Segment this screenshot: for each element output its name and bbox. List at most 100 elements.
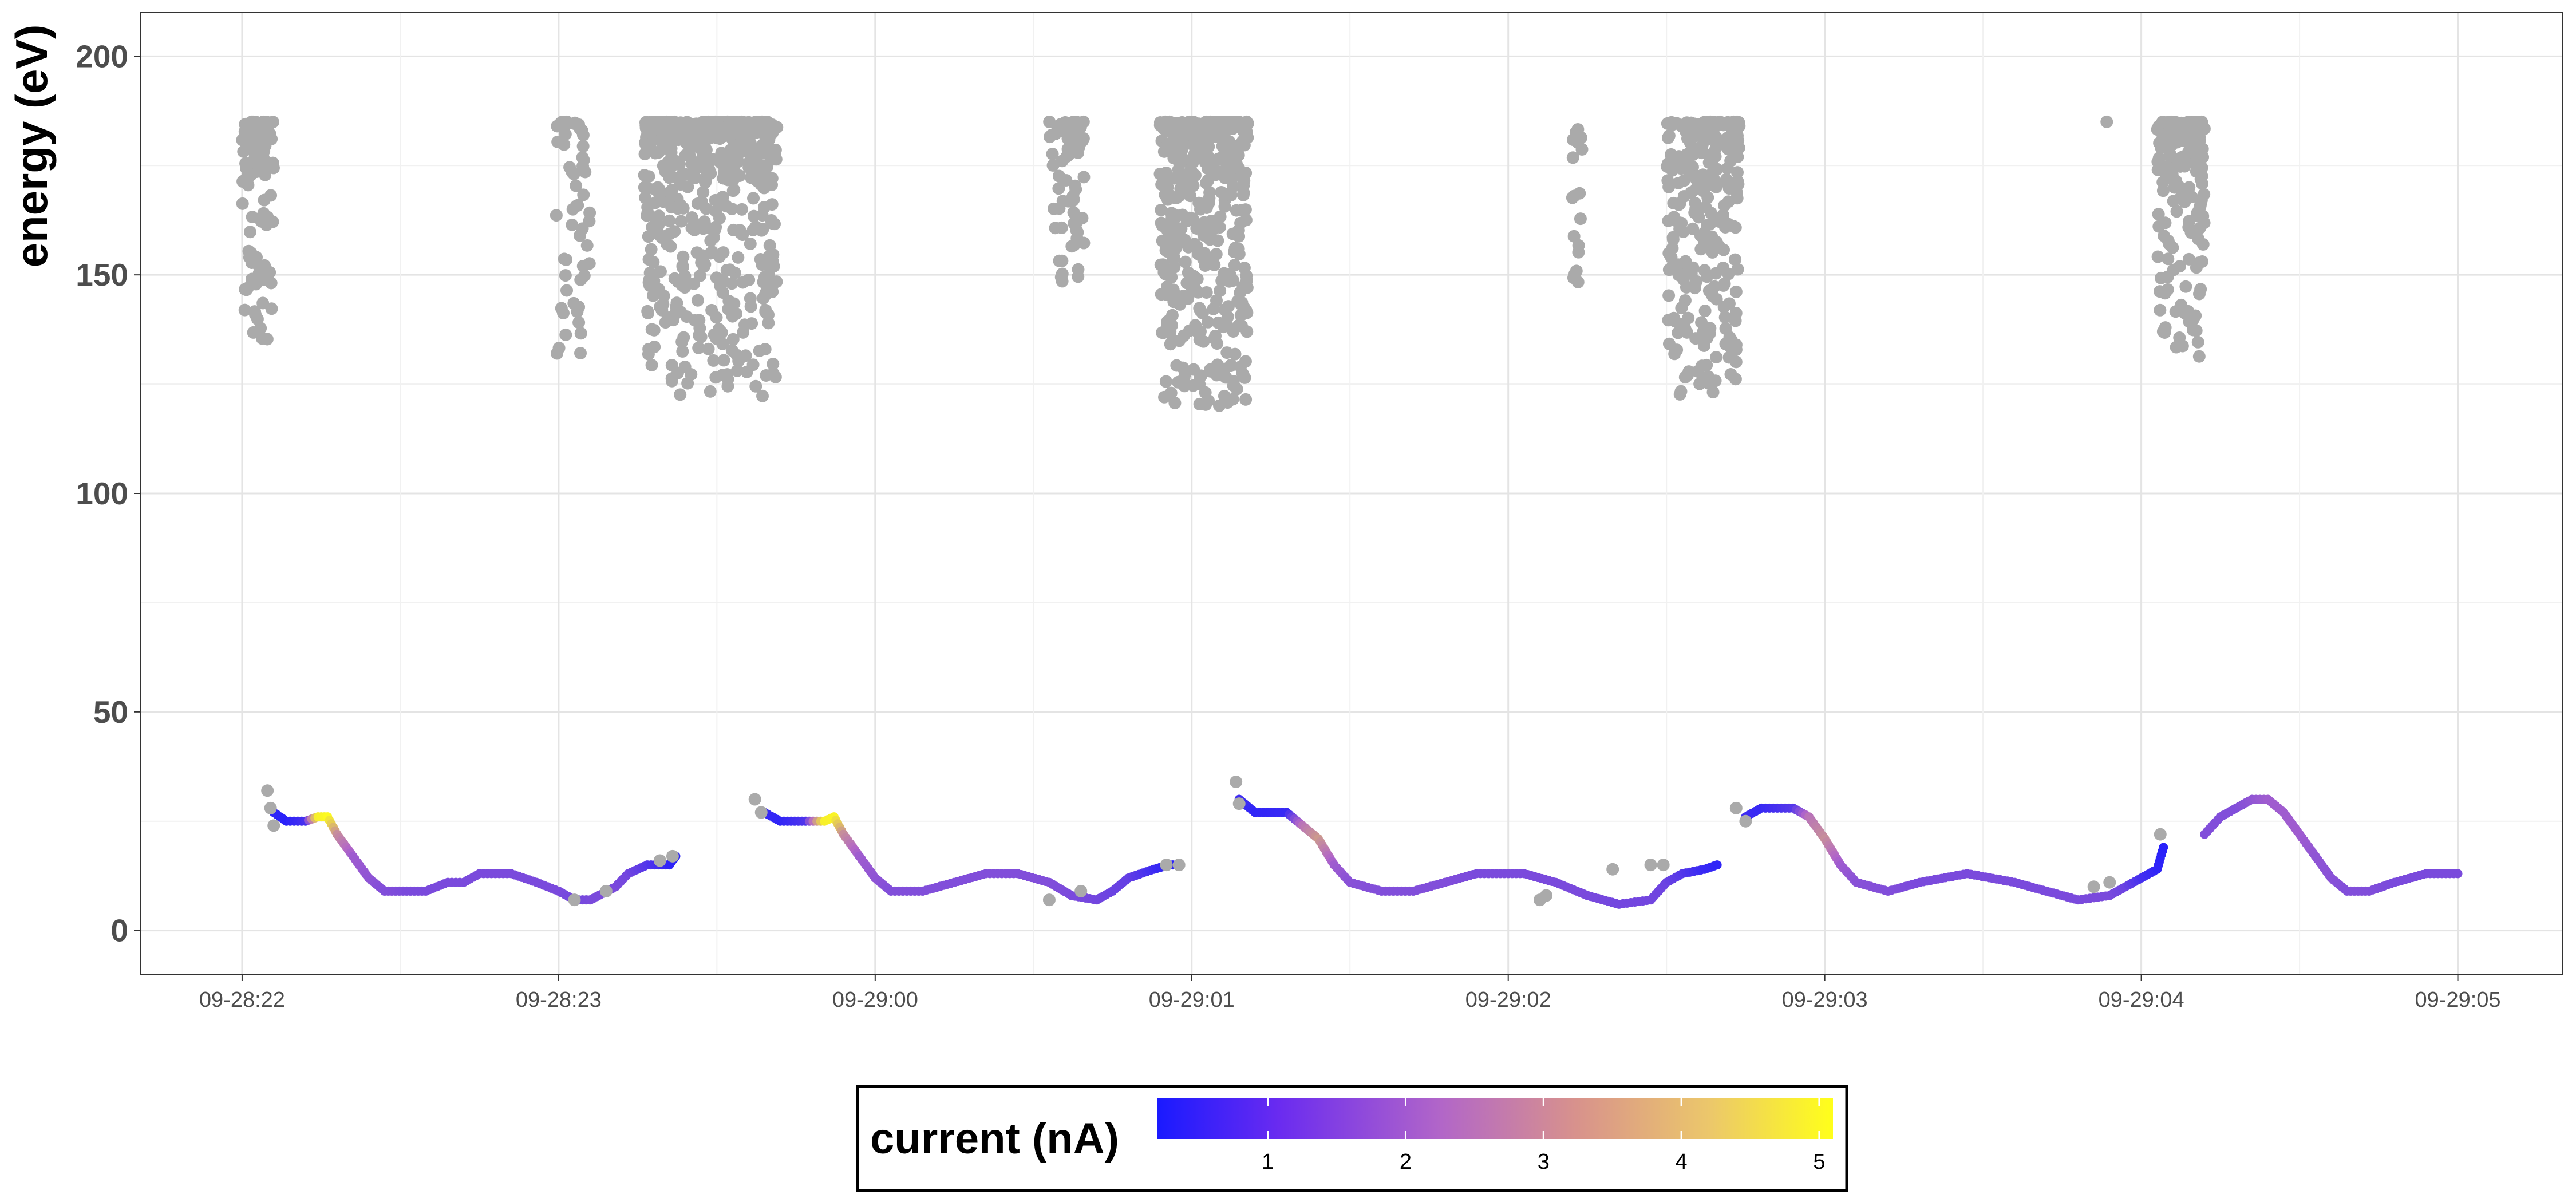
energy-point [1682,122,1695,135]
legend: current (nA) 1 2 3 4 5 [856,1085,1848,1192]
energy-point [267,161,280,175]
energy-point [574,347,587,360]
energy-point [767,358,780,371]
energy-point [583,257,596,270]
energy-point [747,116,760,129]
energy-point [1567,133,1580,147]
energy-point [1566,191,1579,204]
energy-point [1689,196,1702,209]
energy-point [716,273,729,286]
energy-point [1718,311,1732,324]
energy-point [1680,280,1693,294]
low-energy-gray-point [748,793,761,806]
energy-point [765,198,779,211]
energy-point [572,316,586,329]
energy-point [1067,206,1080,219]
energy-point [2173,180,2186,193]
energy-point [720,263,733,276]
energy-point [1239,167,1253,180]
energy-point [704,167,717,180]
y-tick-label: 100 [76,476,128,511]
energy-point [1212,153,1226,166]
energy-point [574,327,587,340]
energy-point [1724,367,1737,381]
energy-point [552,341,566,354]
energy-point [1214,210,1227,223]
energy-point [1571,123,1585,136]
energy-point [744,237,757,250]
low-energy-gray-point [754,806,768,819]
energy-point [259,168,272,181]
energy-point [769,143,782,156]
energy-point [1187,379,1200,392]
x-tick-label: 09-28:23 [516,988,602,1012]
energy-point [2198,216,2211,230]
energy-point [753,344,766,357]
energy-point [2179,307,2192,320]
low-energy-gray-point [1657,859,1670,872]
low-energy-gray-point [2087,880,2100,893]
energy-point [748,159,761,172]
energy-point [1702,156,1716,169]
energy-point [760,286,773,299]
energy-point [1218,389,1231,402]
energy-point [1056,195,1069,208]
energy-point [645,243,658,256]
energy-point [676,259,689,272]
energy-point [642,306,655,319]
energy-point [641,209,654,222]
energy-point [240,161,253,175]
energy-point [244,118,257,131]
energy-point [677,201,690,215]
low-energy-gray-point [1074,884,1088,897]
energy-point [1065,140,1078,153]
energy-point [1213,221,1226,234]
energy-point [2159,321,2172,334]
energy-point [1230,382,1243,396]
energy-point [727,128,740,141]
energy-point [1199,398,1212,411]
high-energy-points [236,115,2211,412]
energy-point [757,181,771,195]
energy-point [1046,159,1060,172]
colorbar-tick-label: 3 [1538,1150,1550,1174]
energy-point [559,128,572,141]
energy-point [1686,148,1700,161]
energy-point [1179,255,1192,268]
energy-point [550,209,563,222]
energy-point [728,183,741,196]
energy-point [1722,267,1735,280]
energy-point [744,137,757,151]
energy-point [1668,347,1681,361]
energy-point [643,266,657,279]
energy-point [1175,144,1188,157]
energy-point [2182,252,2195,266]
energy-point [1202,140,1215,153]
energy-point [1216,140,1229,153]
energy-point [576,140,590,153]
energy-point [691,294,704,307]
energy-point [716,155,729,168]
energy-point [2164,115,2178,128]
energy-point [1179,234,1192,247]
energy-point [1703,115,1716,128]
energy-point [2154,303,2167,317]
energy-point [654,230,667,243]
energy-point [691,197,704,210]
current-point [1712,860,1722,870]
energy-point [2192,350,2206,363]
colorbar-tick-label: 5 [1813,1150,1825,1174]
energy-point [1717,243,1730,256]
energy-point [645,358,658,371]
energy-point [1163,246,1176,259]
energy-point [1729,285,1743,298]
energy-point [1161,325,1175,338]
energy-point [1155,203,1168,216]
energy-point [2191,116,2204,129]
energy-point [757,275,770,288]
energy-point [697,222,710,235]
energy-point [681,377,694,390]
energy-point [1688,170,1701,183]
low-energy-gray-point [1172,859,1186,872]
